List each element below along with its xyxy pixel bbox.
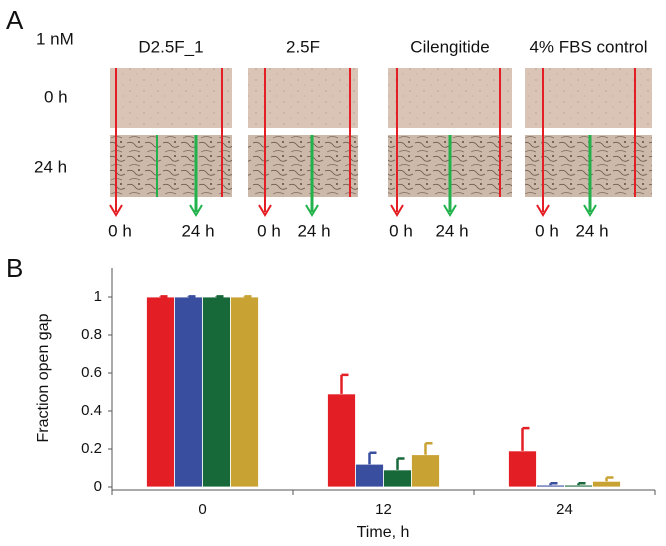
error-bar (215, 295, 224, 298)
arrow-label: 24 h (575, 221, 608, 240)
concentration: 1 nM (36, 29, 74, 48)
image-0h (525, 68, 652, 128)
red-arrowhead (390, 204, 404, 217)
arrow-label: 0 h (108, 221, 132, 240)
column-header: 2.5F (286, 37, 320, 56)
x-axis-label: Time, h (357, 524, 410, 541)
bar (327, 393, 356, 488)
y-tick-label: 0 (94, 478, 102, 495)
error-bar (187, 295, 196, 298)
green-arrowhead (305, 204, 319, 217)
error-bar (396, 457, 405, 470)
image-0h (110, 68, 232, 128)
image-0h (388, 68, 512, 128)
arrow-label: 0 h (257, 221, 281, 240)
row-label: 24 h (34, 157, 67, 176)
y-axis-label: Fraction open gap (35, 313, 52, 442)
green-arrowhead (443, 204, 457, 217)
bar (202, 296, 231, 488)
panel-label: A (6, 5, 24, 35)
red-arrowhead (109, 204, 123, 217)
image-24h (110, 135, 232, 197)
y-tick-label: 1 (94, 288, 102, 305)
arrow-label: 0 h (535, 221, 559, 240)
error-bar (521, 426, 530, 451)
bar (411, 454, 440, 488)
arrow-label: 0 h (389, 221, 413, 240)
y-tick-label: 0.4 (81, 402, 102, 419)
bar (592, 480, 621, 488)
x-tick-label: 24 (556, 501, 573, 518)
row-label: 0 h (44, 87, 68, 106)
green-arrowhead (189, 204, 203, 217)
bar (355, 463, 384, 488)
bar (230, 296, 259, 488)
arrow-label: 24 h (435, 221, 468, 240)
x-tick-label: 12 (375, 501, 392, 518)
bar (536, 484, 565, 488)
y-tick-label: 0.6 (81, 364, 102, 381)
bar (383, 469, 412, 488)
error-bar (368, 451, 377, 465)
error-bar (424, 442, 433, 455)
bar (146, 296, 175, 488)
column-header: D2.5F_1 (138, 37, 203, 56)
bar (564, 484, 593, 488)
error-bar (549, 481, 558, 486)
y-tick-label: 0.8 (81, 326, 102, 343)
y-tick-label: 0.2 (81, 440, 102, 457)
column-header: Cilengitide (410, 37, 489, 56)
x-tick-label: 0 (198, 501, 206, 518)
error-bar (577, 481, 586, 486)
error-bar (159, 295, 168, 298)
green-arrowhead (583, 204, 597, 217)
panel-label: B (6, 253, 23, 283)
bar (174, 296, 203, 488)
red-arrowhead (536, 204, 550, 217)
arrow-label: 24 h (181, 221, 214, 240)
arrow-label: 24 h (297, 221, 330, 240)
bar (508, 450, 537, 488)
image-24h (248, 135, 358, 197)
image-0h (248, 68, 358, 128)
error-bar (340, 373, 349, 394)
column-header: 4% FBS control (529, 37, 647, 56)
error-bar (243, 295, 252, 298)
error-bar (605, 476, 614, 482)
red-arrowhead (258, 204, 272, 217)
